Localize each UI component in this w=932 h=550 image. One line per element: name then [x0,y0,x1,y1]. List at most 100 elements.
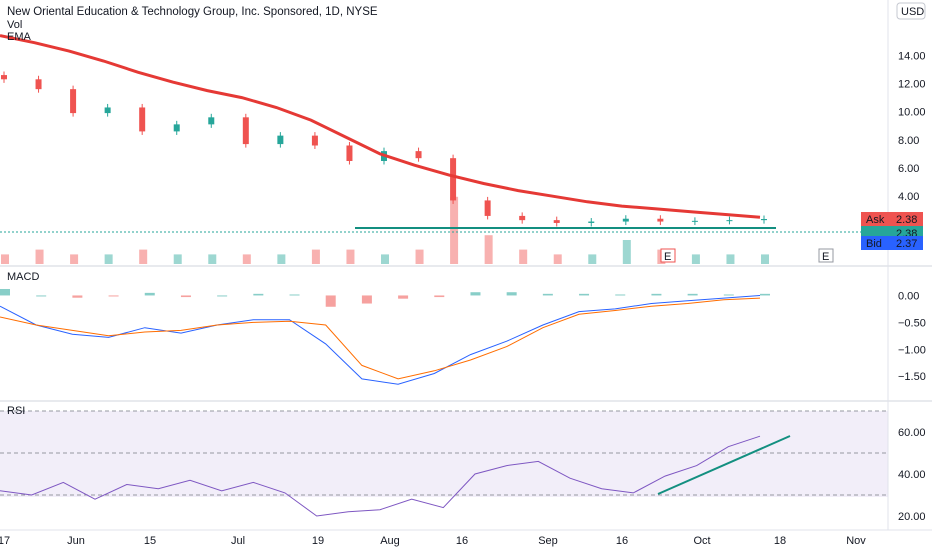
bid-badge [861,236,923,250]
rsi-scale[interactable]: 60.00 40.00 20.00 [898,427,926,523]
candle [70,89,77,114]
ema-line [0,34,761,219]
macd-histogram-bar [289,294,300,296]
macd-histogram-bar [760,293,770,296]
candle [553,220,560,223]
volume-bar [277,254,286,264]
macd-histogram-bar [180,295,191,298]
macd-histogram-bar [542,293,553,296]
bid-label: Bid [866,238,882,250]
macd-histogram-bar [723,294,734,296]
volume-bar [622,240,631,264]
macd-histogram-bar [398,295,409,299]
time-tick-label: Jun [67,535,85,547]
candle [415,151,422,159]
candle [277,135,284,145]
candle [104,107,111,114]
currency-label: USD [901,6,924,18]
volume-bar [415,249,424,264]
price-tick-label: 6.00 [898,163,919,175]
volume-bar [484,235,493,264]
time-tick-label: Jul [231,535,245,547]
rsi-tick-label: 20.00 [898,511,926,523]
candle [242,117,249,145]
candle [208,117,215,125]
macd-histogram-bar [687,293,698,296]
price-candles [1,71,767,227]
time-tick-label: 17 [0,535,10,547]
time-tick-label: 18 [774,535,786,547]
macd-histogram-bar [361,295,372,304]
candle [657,218,664,222]
macd-histogram-bar [217,295,228,297]
volume-bar [381,254,389,264]
rsi-band-background [0,411,888,497]
price-tick-label: 12.00 [898,79,926,91]
volume-bar [450,196,459,264]
price-scale[interactable]: 14.00 12.00 10.00 8.00 6.00 4.00 [898,50,926,203]
candle [691,220,698,222]
time-tick-label: 16 [616,535,628,547]
macd-scale[interactable]: 0.00 −0.50 −1.00 −1.50 [898,290,926,383]
macd-histogram-bar [615,294,626,296]
time-scale[interactable]: 17 Jun 15 Jul 19 Aug 16 Sep 16 Oct 18 Nov [0,535,866,547]
volume-bar [70,254,79,264]
time-tick-label: 16 [456,535,468,547]
vol-legend[interactable]: Vol [7,19,22,31]
earnings-marker: E [664,251,671,263]
ema-legend[interactable]: EMA [7,31,32,43]
macd-histogram-bar [470,292,481,296]
time-tick-label: 19 [312,535,324,547]
macd-histogram-bar [253,293,264,296]
volume-bar [588,254,597,264]
macd-tick-label: 0.00 [898,290,919,302]
rsi-line [0,435,761,517]
signal-line [0,297,761,380]
candle [346,145,353,161]
time-tick-label: Nov [846,535,866,547]
bid-value: 2.37 [896,238,917,250]
volume-bar [242,254,251,264]
volume-bar [346,249,355,264]
price-tick-label: 10.00 [898,107,926,119]
earnings-marker-box[interactable] [660,248,676,263]
volume-bar [173,254,182,264]
macd-tick-label: −1.00 [898,344,926,356]
ask-badge [861,212,923,226]
macd-line [0,295,761,385]
volume-bar [726,254,735,264]
time-tick-label: 15 [144,535,156,547]
candle [173,124,180,132]
rsi-trendline[interactable] [657,435,791,495]
macd-histogram-bar [579,293,590,296]
macd-histogram [0,288,770,307]
candle [588,221,595,223]
volume-bars [1,196,769,264]
rsi-tick-label: 40.00 [898,469,926,481]
time-tick-label: Aug [380,535,400,547]
volume-bar [553,254,562,264]
currency-box[interactable] [896,2,926,20]
rsi-legend[interactable]: RSI [7,405,25,417]
macd-histogram-bar [72,295,83,298]
candle [726,220,733,222]
volume-bar [761,254,769,264]
macd-histogram-bar [108,295,119,297]
volume-bar [139,249,148,264]
candle [311,135,318,146]
time-tick-label: Sep [538,535,558,547]
price-tick-label: 8.00 [898,135,919,147]
earnings-marker-future-box[interactable] [818,248,834,263]
macd-legend[interactable]: MACD [7,271,39,283]
ask-label: Ask [866,214,885,226]
macd-tick-label: −0.50 [898,317,926,329]
volume-bar [208,254,217,264]
candle [484,200,491,216]
macd-histogram-bar [36,295,47,297]
macd-tick-label: −1.50 [898,371,926,383]
time-tick-label: Oct [693,535,710,547]
ask-value: 2.38 [896,214,917,226]
candle [139,107,146,132]
price-tick-label: 4.00 [898,191,919,203]
